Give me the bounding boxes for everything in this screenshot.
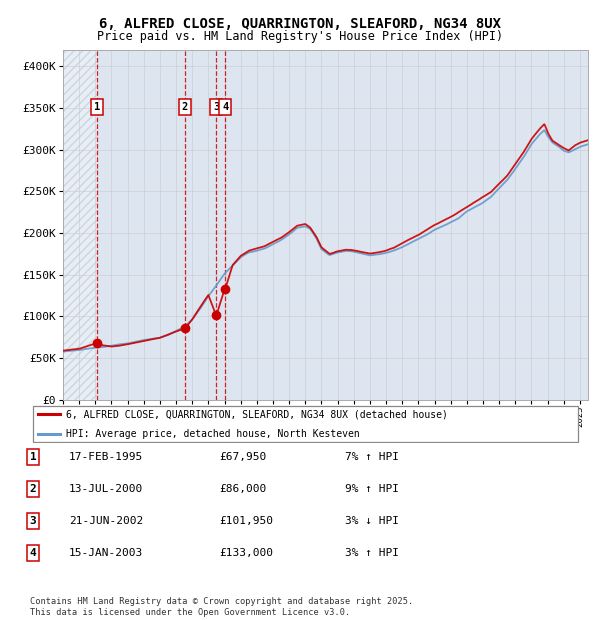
Text: 1: 1 [94, 102, 100, 112]
Text: 6, ALFRED CLOSE, QUARRINGTON, SLEAFORD, NG34 8UX (detached house): 6, ALFRED CLOSE, QUARRINGTON, SLEAFORD, … [66, 409, 448, 420]
Text: £67,950: £67,950 [219, 452, 266, 462]
Text: 3: 3 [213, 102, 219, 112]
Text: 9% ↑ HPI: 9% ↑ HPI [345, 484, 399, 494]
Text: 3% ↑ HPI: 3% ↑ HPI [345, 548, 399, 558]
Text: 3% ↓ HPI: 3% ↓ HPI [345, 516, 399, 526]
FancyBboxPatch shape [33, 406, 578, 442]
Text: £133,000: £133,000 [219, 548, 273, 558]
Text: 4: 4 [222, 102, 229, 112]
Text: Contains HM Land Registry data © Crown copyright and database right 2025.
This d: Contains HM Land Registry data © Crown c… [30, 598, 413, 617]
Text: 17-FEB-1995: 17-FEB-1995 [69, 452, 143, 462]
Text: 4: 4 [29, 548, 37, 558]
Text: 7% ↑ HPI: 7% ↑ HPI [345, 452, 399, 462]
Text: 2: 2 [29, 484, 37, 494]
Text: 3: 3 [29, 516, 37, 526]
Text: 6, ALFRED CLOSE, QUARRINGTON, SLEAFORD, NG34 8UX: 6, ALFRED CLOSE, QUARRINGTON, SLEAFORD, … [99, 17, 501, 32]
Text: 1: 1 [29, 452, 37, 462]
Text: £101,950: £101,950 [219, 516, 273, 526]
Text: 2: 2 [182, 102, 188, 112]
Text: 13-JUL-2000: 13-JUL-2000 [69, 484, 143, 494]
Text: 21-JUN-2002: 21-JUN-2002 [69, 516, 143, 526]
Text: 15-JAN-2003: 15-JAN-2003 [69, 548, 143, 558]
Text: Price paid vs. HM Land Registry's House Price Index (HPI): Price paid vs. HM Land Registry's House … [97, 30, 503, 43]
Text: HPI: Average price, detached house, North Kesteven: HPI: Average price, detached house, Nort… [66, 428, 359, 439]
Text: £86,000: £86,000 [219, 484, 266, 494]
